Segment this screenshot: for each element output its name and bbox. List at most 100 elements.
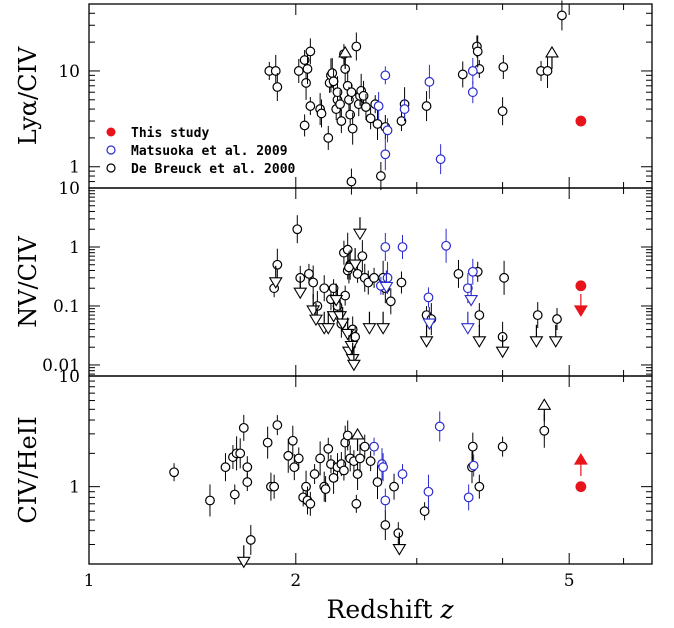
data-point [382, 125, 393, 136]
data-point [289, 462, 300, 473]
data-point [302, 64, 313, 74]
x-tick-label: 2 [290, 571, 301, 591]
data-point [319, 283, 330, 294]
data-point [304, 268, 314, 279]
data-point [350, 331, 361, 342]
upper-limit-marker [464, 295, 479, 307]
data-point [272, 259, 283, 270]
panel-frame-lya [88, 3, 653, 189]
upper-limit-marker [345, 354, 360, 366]
upper-limit-marker [392, 543, 407, 556]
data-point [357, 251, 368, 262]
data-point [283, 450, 294, 461]
data-point [269, 481, 280, 492]
upper-limit-marker [529, 336, 544, 348]
y-tick-label-nv: 0.01 [42, 356, 80, 376]
data-point [320, 484, 331, 495]
data-point [575, 280, 587, 292]
data-point [499, 272, 509, 283]
data-point [305, 101, 316, 111]
data-point [293, 453, 304, 464]
data-point [380, 70, 391, 81]
legend-label-de-breuck: De Breuck et al. 2000 [131, 162, 296, 177]
data-point [309, 469, 320, 479]
upper-limit-marker [309, 314, 323, 327]
data-point [453, 268, 464, 279]
data-point [235, 448, 246, 459]
data-point [359, 441, 370, 452]
panel-frame-heii [88, 375, 653, 565]
data-point [361, 102, 371, 112]
data-point [365, 113, 376, 124]
y-tick-label-lya: 10 [58, 62, 80, 82]
data-point [245, 535, 256, 545]
data-point [327, 68, 338, 78]
y-axis-label-lya: Lyα/CIV [14, 46, 42, 145]
legend-marker-matsuoka [106, 145, 116, 155]
data-point [385, 296, 396, 307]
data-point [299, 120, 310, 131]
data-point [575, 115, 587, 127]
data-point [351, 498, 362, 509]
data-point [399, 104, 410, 114]
data-point [328, 76, 339, 87]
data-point [423, 486, 434, 497]
data-point [497, 441, 508, 452]
upper-limit-marker [321, 323, 336, 335]
data-point [380, 149, 391, 160]
data-point [497, 106, 508, 117]
upper-limit-marker [422, 318, 437, 331]
y-tick-label-nv: 10 [58, 179, 80, 199]
data-point [419, 506, 430, 517]
data-point [457, 69, 468, 80]
lower-limit-marker [537, 398, 552, 410]
y-tick-label-nv: 0.1 [53, 297, 80, 317]
data-point [351, 41, 362, 52]
data-point [305, 498, 316, 509]
data-point [463, 492, 474, 503]
data-point [272, 82, 283, 92]
data-point [205, 495, 215, 506]
data-point [575, 481, 587, 493]
data-point [336, 116, 347, 126]
upper-limit-marker [293, 287, 308, 300]
lower-limit-marker [545, 45, 559, 58]
upper-limit-marker [376, 323, 391, 335]
panel-heii: 1 10 CIV/HeII [14, 367, 653, 565]
points-layer [169, 0, 588, 569]
data-point [434, 421, 445, 432]
upper-limit-marker [472, 336, 487, 348]
data-point [262, 437, 273, 448]
data-point [472, 46, 483, 57]
data-point [358, 90, 369, 101]
upper-limit-marker [335, 318, 350, 331]
upper-limit-marker [236, 556, 251, 569]
data-point [423, 292, 434, 303]
data-point [323, 443, 334, 454]
data-point [474, 310, 485, 321]
data-point [293, 66, 304, 76]
data-point [299, 55, 310, 65]
upper-limit-marker [548, 336, 563, 348]
data-point [242, 462, 253, 473]
data-point [315, 453, 326, 464]
data-point [474, 481, 485, 492]
data-point [369, 272, 379, 283]
data-point [435, 154, 446, 165]
data-point [339, 465, 349, 476]
data-point [373, 101, 384, 111]
data-point [389, 481, 399, 492]
data-point [539, 425, 550, 436]
upper-limit-marker [460, 323, 475, 335]
data-point [380, 495, 391, 506]
data-point [355, 453, 365, 464]
data-point [242, 477, 253, 487]
data-point [342, 244, 353, 255]
legend-label-matsuoka: Matsuoka et al. 2009 [131, 144, 288, 159]
data-point [467, 441, 478, 452]
data-point [396, 277, 407, 288]
data-point [393, 528, 404, 539]
data-point [498, 62, 509, 72]
data-point [380, 520, 391, 530]
data-point [316, 108, 327, 119]
